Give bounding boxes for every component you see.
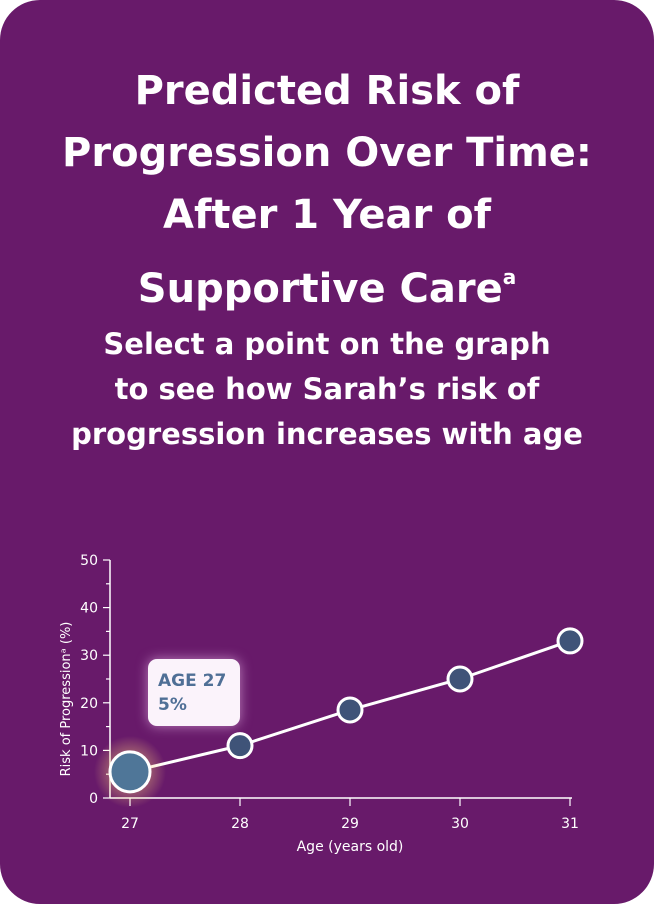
y-tick-label: 30 <box>80 648 98 664</box>
data-point-selected[interactable] <box>108 750 152 794</box>
tooltip-age-label: AGE 27 <box>158 671 227 691</box>
title-line-3: After 1 Year of <box>163 192 491 238</box>
title-line-4-text: Supportive Care <box>137 266 503 312</box>
y-axis-label: Risk of Progressionᵃ (%) <box>59 622 74 777</box>
chart-axes: 0 10 20 30 40 50 27 28 29 30 31 Age (years old) Risk… <box>59 553 579 855</box>
x-tick-label: 29 <box>341 816 359 832</box>
x-tick-label: 27 <box>121 816 139 832</box>
title-line-1: Predicted Risk of <box>134 68 520 114</box>
y-tick-label: 0 <box>89 791 98 807</box>
x-tick-label: 28 <box>231 816 249 832</box>
risk-chart: 0 10 20 30 40 50 27 28 29 30 31 Age (years old) Risk… <box>59 553 584 855</box>
y-tick-label: 40 <box>80 601 98 617</box>
y-tick-label: 10 <box>80 743 98 759</box>
y-tick-label: 20 <box>80 696 98 712</box>
data-point[interactable] <box>336 696 364 724</box>
tooltip-risk-value: 5% <box>158 695 187 715</box>
title-line-4: Supportive Carea <box>30 246 624 320</box>
x-tick-label: 31 <box>561 816 579 832</box>
x-tick-label: 30 <box>451 816 469 832</box>
instructions: Select a point on the graph to see how S… <box>30 322 624 457</box>
y-tick-label: 50 <box>80 553 98 569</box>
instructions-line-1: Select a point on the graph <box>103 327 551 361</box>
page-title: Predicted Risk of Progression Over Time:… <box>30 60 624 320</box>
data-point[interactable] <box>556 627 584 655</box>
title-superscript: a <box>502 265 517 289</box>
instructions-line-2: to see how Sarah’s risk of <box>114 372 540 406</box>
title-line-2: Progression Over Time: <box>62 130 592 176</box>
data-point[interactable] <box>446 665 474 693</box>
data-point[interactable] <box>226 732 254 760</box>
x-axis-label: Age (years old) <box>297 839 404 855</box>
chart-marks <box>94 627 584 808</box>
instructions-line-3: progression increases with age <box>71 417 583 451</box>
selected-point-tooltip: AGE 27 5% <box>148 659 240 726</box>
